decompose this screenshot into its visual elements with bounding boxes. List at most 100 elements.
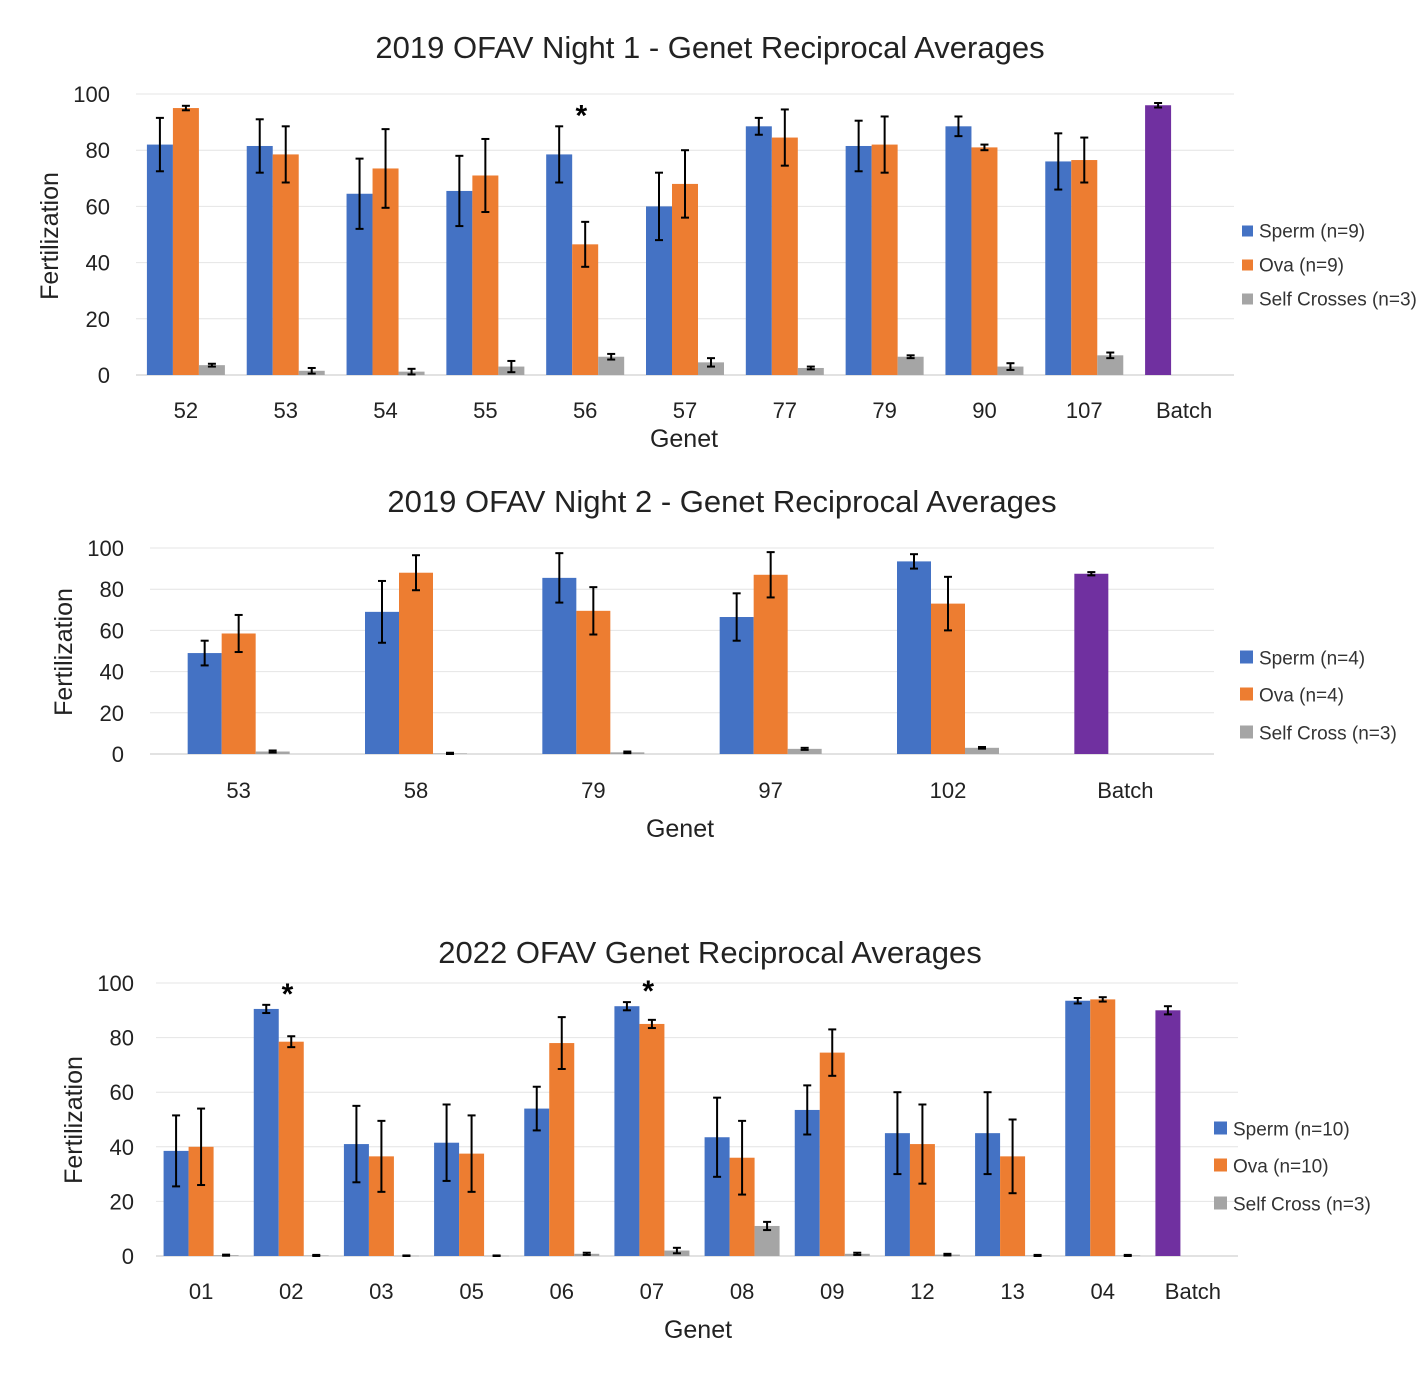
x-tick-label: 55 [473, 398, 497, 423]
bar-ova [971, 147, 998, 375]
bar-ova [399, 572, 433, 754]
bar-self [787, 748, 822, 754]
bar-sperm [524, 1108, 550, 1256]
legend-label-self: Self Cross (n=3) [1233, 1194, 1371, 1215]
x-tick-label: 02 [279, 1279, 303, 1304]
bar-self [797, 367, 824, 375]
x-tick-label: 57 [673, 398, 697, 423]
bar-batch [1074, 573, 1109, 754]
y-tick-label: 20 [86, 307, 110, 332]
x-tick-label: 53 [273, 398, 297, 423]
x-tick-label: 90 [972, 398, 996, 423]
y-axis-label: Fertilization [36, 172, 64, 300]
y-tick-label: 20 [100, 701, 124, 726]
bar-sperm [542, 577, 577, 754]
bar-ova [871, 144, 898, 375]
chart-night1: 2019 OFAV Night 1 - Genet Reciprocal Ave… [36, 30, 1417, 453]
y-tick-label: 60 [110, 1080, 134, 1105]
legend-label-self: Self Cross (n=3) [1259, 723, 1397, 744]
legend-swatch-self [1240, 725, 1253, 739]
y-tick-label: 60 [100, 618, 124, 643]
bar-ova [753, 574, 788, 754]
bar-sperm [246, 145, 273, 375]
legend-label-ova: Ova (n=10) [1233, 1156, 1329, 1177]
significance-marker: * [642, 975, 654, 1008]
x-tick-label: 79 [581, 778, 605, 803]
bar-batch [1145, 105, 1172, 376]
legend-label-sperm: Sperm (n=4) [1259, 648, 1365, 669]
bar-batch [1155, 1010, 1181, 1256]
x-tick-label: 79 [872, 398, 896, 423]
x-tick-label: 54 [373, 398, 397, 423]
legend-swatch-self [1214, 1196, 1227, 1210]
y-tick-label: 40 [100, 660, 124, 685]
bar-sperm [1065, 1000, 1091, 1256]
bar-ova [549, 1043, 575, 1256]
bar-ova [278, 1041, 304, 1256]
bar-sperm [146, 144, 173, 375]
y-tick-label: 40 [86, 251, 110, 276]
legend-swatch-ova [1214, 1158, 1227, 1172]
bar-sperm [845, 145, 872, 375]
legend-swatch-ova [1240, 687, 1253, 701]
bar-ova [272, 154, 299, 375]
y-tick-label: 100 [73, 82, 110, 107]
bar-self [198, 365, 225, 375]
bar-sperm [546, 154, 573, 375]
bar-self [698, 362, 724, 375]
legend-swatch-sperm [1214, 1121, 1227, 1135]
chart-title: 2022 OFAV Genet Reciprocal Averages [438, 935, 981, 970]
bar-self [598, 356, 625, 375]
y-axis-label: Fertilization [50, 588, 78, 716]
bar-self [965, 747, 999, 754]
bar-sperm [897, 561, 931, 754]
x-tick-label: 97 [758, 778, 782, 803]
legend-label-sperm: Sperm (n=10) [1233, 1119, 1350, 1140]
legend-label-ova: Ova (n=4) [1259, 685, 1344, 706]
bar-sperm [745, 126, 772, 375]
bar-ova [771, 137, 798, 375]
x-tick-label: 01 [189, 1279, 213, 1304]
y-tick-label: 100 [87, 536, 124, 561]
x-tick-label: 09 [820, 1279, 844, 1304]
x-tick-label: Batch [1097, 778, 1153, 803]
x-tick-label: 53 [226, 778, 250, 803]
x-axis-label: Genet [650, 425, 718, 453]
y-tick-label: 0 [122, 1244, 134, 1269]
y-tick-label: 80 [86, 138, 110, 163]
x-tick-label: 77 [773, 398, 797, 423]
legend-label-sperm: Sperm (n=9) [1259, 221, 1365, 242]
x-tick-label: 102 [930, 778, 967, 803]
chart-title: 2019 OFAV Night 2 - Genet Reciprocal Ave… [387, 484, 1056, 519]
y-tick-label: 80 [110, 1026, 134, 1051]
chart-title: 2019 OFAV Night 1 - Genet Reciprocal Ave… [375, 30, 1044, 65]
legend-swatch-ova [1242, 259, 1253, 271]
y-axis-label: Fertilization [60, 1056, 88, 1184]
bar-ova [1071, 160, 1098, 375]
x-tick-label: 52 [174, 398, 198, 423]
x-tick-label: 107 [1066, 398, 1103, 423]
x-tick-label: 56 [573, 398, 597, 423]
y-tick-label: 0 [112, 742, 124, 767]
y-tick-label: 100 [97, 971, 134, 996]
x-tick-label: 58 [404, 778, 428, 803]
x-tick-label: Batch [1165, 1279, 1221, 1304]
significance-marker: * [282, 978, 294, 1011]
bar-ova [1090, 999, 1116, 1256]
x-tick-label: 05 [459, 1279, 483, 1304]
bar-sperm [253, 1008, 279, 1256]
bar-sperm [187, 653, 222, 754]
bar-ova [819, 1052, 845, 1256]
y-tick-label: 0 [98, 363, 110, 388]
plot-area: 0 20 40 60 80 100 52 53 54 55 56 57 77 79 90 107 Batch * S… [73, 82, 1417, 423]
x-axis-label: Genet [646, 815, 714, 843]
legend-swatch-sperm [1240, 650, 1253, 664]
x-tick-label: 12 [910, 1279, 934, 1304]
x-tick-label: 07 [640, 1279, 664, 1304]
bar-sperm [614, 1006, 640, 1256]
legend-swatch-sperm [1242, 225, 1253, 237]
plot-area: 0 20 40 60 80 100 01 02 03 05 06 07 08 09 12 13 04 Batch *… [97, 971, 1371, 1304]
bar-ova [639, 1023, 665, 1256]
bar-ova [172, 108, 199, 376]
